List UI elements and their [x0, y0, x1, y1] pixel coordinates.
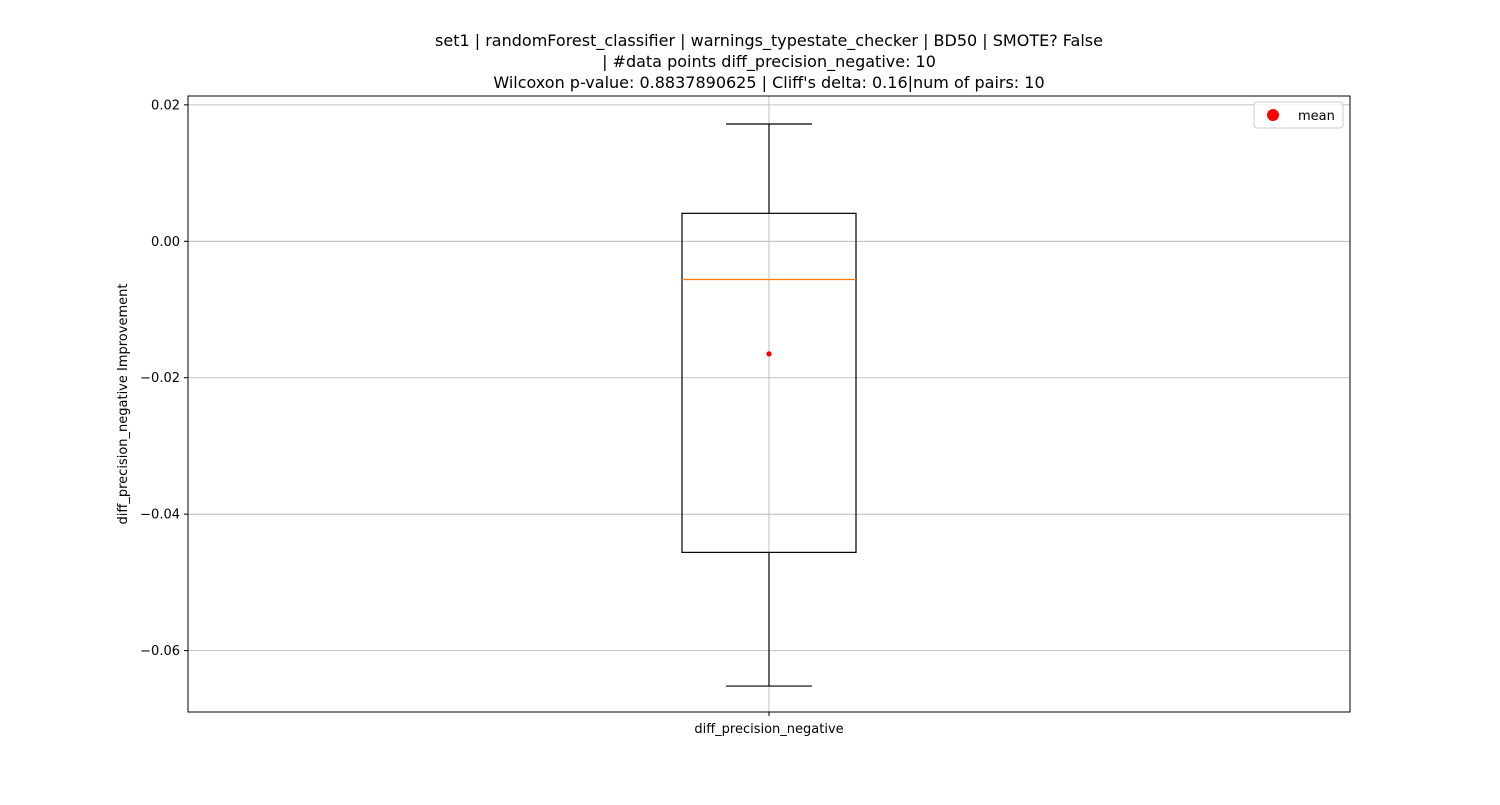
mean-marker: [766, 351, 772, 357]
y-tick-label: 0.02: [151, 98, 180, 113]
y-tick-label: 0.00: [151, 235, 180, 250]
legend-mean-marker: [1267, 109, 1279, 121]
legend-label-mean: mean: [1298, 109, 1335, 124]
chart-title: set1 | randomForest_classifier | warning…: [435, 31, 1103, 92]
x-tick-label: diff_precision_negative: [694, 722, 843, 737]
legend: mean: [1253, 101, 1344, 129]
y-tick-label: −0.02: [140, 371, 180, 386]
legend-frame: [1253, 101, 1344, 129]
title-line-3: Wilcoxon p-value: 0.8837890625 | Cliff's…: [493, 73, 1044, 92]
title-line-2: | #data points diff_precision_negative: …: [602, 52, 936, 72]
y-axis-ticks: 0.02 0.00 −0.02 −0.04 −0.06: [140, 98, 188, 659]
y-tick-label: −0.06: [140, 644, 180, 659]
x-axis-ticks: diff_precision_negative: [694, 712, 844, 737]
title-line-1: set1 | randomForest_classifier | warning…: [435, 31, 1103, 51]
y-axis-label: diff_precision_negative Improvement: [116, 284, 131, 525]
box-iqr: [681, 212, 857, 553]
box-layer: [681, 123, 857, 687]
y-tick-label: −0.04: [140, 508, 180, 523]
